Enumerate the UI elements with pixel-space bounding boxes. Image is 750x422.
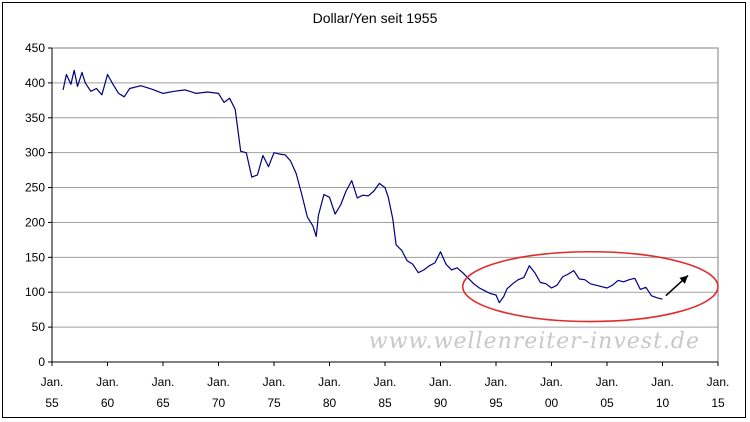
x-axis: Jan. 55 Jan. 60 Jan. 65 Jan. 70 Jan. 75 Jan. 80 Jan.… xyxy=(41,361,730,410)
x-tick-label-bottom: 10 xyxy=(656,396,670,410)
y-tick-label: 450 xyxy=(25,41,45,55)
y-tick-label: 0 xyxy=(38,355,45,369)
x-tick-label-top: Jan. xyxy=(707,375,730,389)
highlight-ellipse xyxy=(461,250,719,323)
y-tick-label: 350 xyxy=(25,111,45,125)
x-tick-label-top: Jan. xyxy=(318,375,341,389)
x-tick-label-top: Jan. xyxy=(596,375,619,389)
annotations-layer xyxy=(461,250,719,323)
x-tick-label-bottom: 70 xyxy=(212,396,226,410)
x-tick-label-bottom: 15 xyxy=(711,396,725,410)
x-tick-label-bottom: 80 xyxy=(323,396,337,410)
y-tick-label: 50 xyxy=(32,320,46,334)
chart-title: Dollar/Yen seit 1955 xyxy=(313,10,438,26)
x-tick-label-bottom: 05 xyxy=(600,396,614,410)
x-tick-label-bottom: 95 xyxy=(489,396,503,410)
watermark-text: www.wellenreiter-invest.de xyxy=(369,329,700,354)
x-tick-label-bottom: 65 xyxy=(156,396,170,410)
x-tick-label-bottom: 90 xyxy=(434,396,448,410)
trend-arrow-head xyxy=(679,275,689,284)
y-tick-label: 200 xyxy=(25,215,45,229)
x-tick-label-bottom: 55 xyxy=(45,396,59,410)
x-tick-label-top: Jan. xyxy=(96,375,119,389)
x-tick-label-top: Jan. xyxy=(540,375,563,389)
y-tick-label: 100 xyxy=(25,285,45,299)
y-tick-label: 250 xyxy=(25,181,45,195)
y-tick-label: 400 xyxy=(25,76,45,90)
y-tick-label: 150 xyxy=(25,250,45,264)
x-tick-label-top: Jan. xyxy=(152,375,175,389)
x-tick-label-bottom: 60 xyxy=(101,396,115,410)
x-tick-label-top: Jan. xyxy=(41,375,64,389)
y-tick-label: 300 xyxy=(25,146,45,160)
x-tick-label-bottom: 85 xyxy=(378,396,392,410)
y-axis: 0 50 100 150 200 250 300 350 400 450 xyxy=(25,41,53,369)
x-tick-label-top: Jan. xyxy=(651,375,674,389)
x-tick-label-top: Jan. xyxy=(207,375,230,389)
x-tick-label-top: Jan. xyxy=(485,375,508,389)
x-tick-label-top: Jan. xyxy=(429,375,452,389)
series-line xyxy=(62,69,663,304)
x-tick-label-top: Jan. xyxy=(263,375,286,389)
x-tick-label-bottom: 00 xyxy=(545,396,559,410)
plot-area xyxy=(51,47,719,363)
series-layer xyxy=(62,69,663,304)
x-tick-label-bottom: 75 xyxy=(267,396,281,410)
x-tick-label-top: Jan. xyxy=(374,375,397,389)
